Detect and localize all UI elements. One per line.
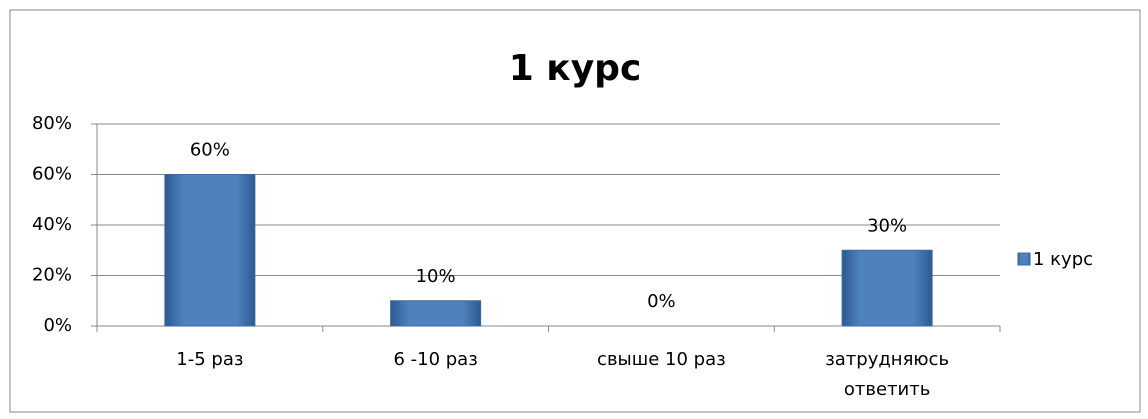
value-label: 30%: [867, 215, 907, 236]
legend-label: 1 курс: [1033, 249, 1093, 270]
bar: [164, 174, 256, 327]
x-tick-label: свыше 10 раз: [597, 349, 726, 370]
y-tick-label: 80%: [32, 113, 72, 134]
chart-title: 1 курс: [509, 48, 642, 89]
y-tick-label: 0%: [43, 315, 72, 336]
value-label: 10%: [416, 266, 456, 287]
bar: [390, 300, 482, 327]
value-label: 60%: [190, 140, 230, 161]
bar: [841, 249, 933, 327]
x-tick-label: 1-5 раз: [176, 349, 243, 370]
legend-swatch: [1017, 252, 1031, 266]
y-tick-label: 40%: [32, 214, 72, 235]
x-tick-label: 6 -10 раз: [393, 349, 477, 370]
value-label: 0%: [647, 291, 676, 312]
y-tick-label: 60%: [32, 164, 72, 185]
x-tick-label: затрудняюсь ответить: [825, 349, 949, 400]
y-tick-label: 20%: [32, 265, 72, 286]
